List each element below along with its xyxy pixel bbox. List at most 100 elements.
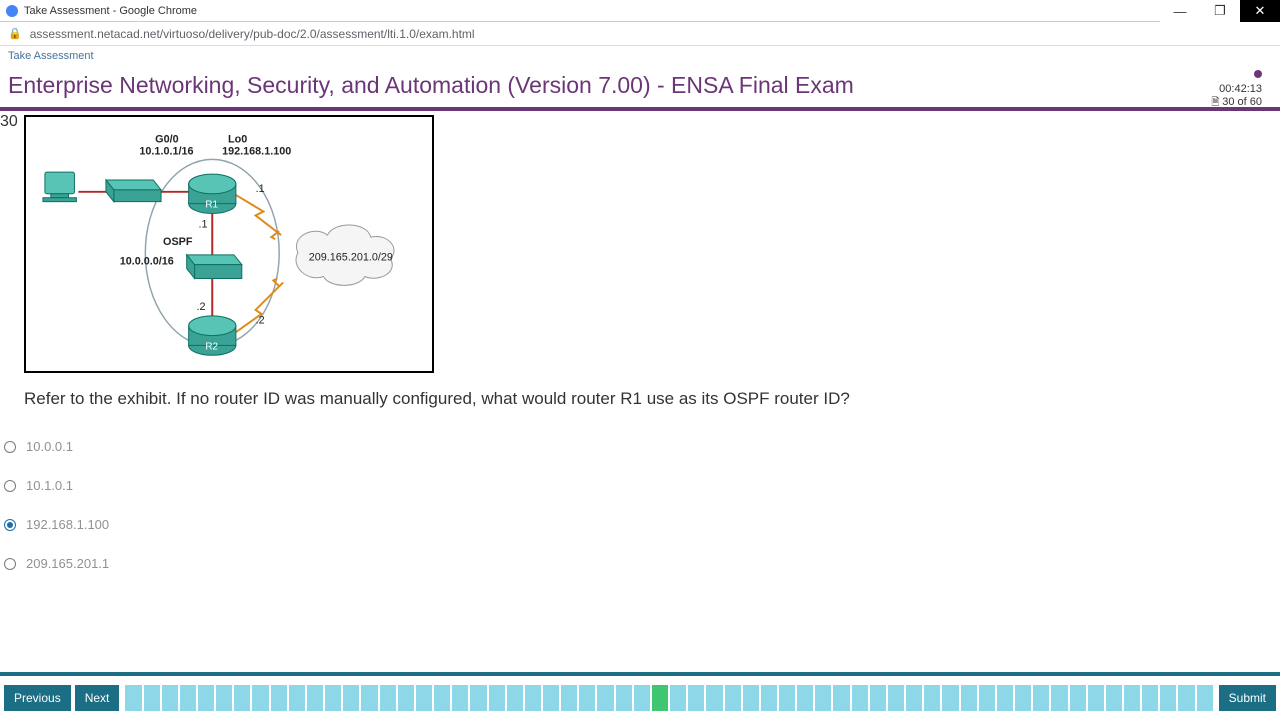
progress-cell[interactable] — [361, 685, 377, 711]
progress-cell[interactable] — [470, 685, 486, 711]
progress-cell[interactable] — [380, 685, 396, 711]
progress-cell[interactable] — [815, 685, 831, 711]
progress-cell[interactable] — [434, 685, 450, 711]
progress-cell[interactable] — [761, 685, 777, 711]
answer-label: 10.0.0.1 — [26, 439, 73, 454]
progress-cell[interactable] — [1033, 685, 1049, 711]
progress-cell[interactable] — [216, 685, 232, 711]
question-area: 30 209.165.201.0/29 — [0, 111, 1280, 583]
progress-cell[interactable] — [1197, 685, 1213, 711]
cloud-label: 209.165.201.0/29 — [309, 252, 393, 264]
progress-cell[interactable] — [1106, 685, 1122, 711]
exam-header: Enterprise Networking, Security, and Aut… — [0, 66, 1280, 107]
radio-button[interactable] — [4, 519, 16, 531]
progress-cell[interactable] — [271, 685, 287, 711]
svg-text:192.168.1.100: 192.168.1.100 — [222, 145, 291, 157]
question-text: Refer to the exhibit. If no router ID wa… — [0, 373, 1280, 419]
progress-cell[interactable] — [670, 685, 686, 711]
answer-option[interactable]: 10.1.0.1 — [4, 466, 1280, 505]
answer-option[interactable]: 10.0.0.1 — [4, 427, 1280, 466]
progress-cell[interactable] — [706, 685, 722, 711]
exam-title: Enterprise Networking, Security, and Aut… — [8, 72, 1272, 99]
progress-cell[interactable] — [398, 685, 414, 711]
progress-cell[interactable] — [307, 685, 323, 711]
answer-option[interactable]: 209.165.201.1 — [4, 544, 1280, 583]
svg-text:.2: .2 — [256, 315, 265, 327]
progress-cell[interactable] — [634, 685, 650, 711]
progress-cell[interactable] — [743, 685, 759, 711]
radio-button[interactable] — [4, 480, 16, 492]
lock-icon: 🔒 — [8, 27, 22, 40]
radio-button[interactable] — [4, 441, 16, 453]
progress-cell[interactable] — [906, 685, 922, 711]
progress-cell[interactable] — [579, 685, 595, 711]
progress-cell[interactable] — [198, 685, 214, 711]
svg-text:G0/0: G0/0 — [155, 134, 178, 146]
progress-cell[interactable] — [997, 685, 1013, 711]
progress-cell[interactable] — [616, 685, 632, 711]
progress-cell[interactable] — [961, 685, 977, 711]
svg-text:.1: .1 — [256, 183, 265, 195]
svg-text:Lo0: Lo0 — [228, 134, 247, 146]
progress-cell[interactable] — [543, 685, 559, 711]
progress-cell[interactable] — [234, 685, 250, 711]
window-titlebar: Take Assessment - Google Chrome — [0, 0, 1280, 22]
question-number: 30 — [0, 113, 18, 131]
progress-cell[interactable] — [416, 685, 432, 711]
progress-cell[interactable] — [870, 685, 886, 711]
progress-cell[interactable] — [289, 685, 305, 711]
pin-icon — [1254, 70, 1262, 78]
progress-cell[interactable] — [688, 685, 704, 711]
svg-text:10.0.0.0/16: 10.0.0.0/16 — [120, 256, 174, 268]
svg-text:.1: .1 — [198, 218, 207, 230]
progress-cell[interactable] — [325, 685, 341, 711]
minimize-button[interactable]: — — [1160, 0, 1200, 22]
submit-button[interactable]: Submit — [1219, 685, 1276, 711]
progress-cell[interactable] — [1178, 685, 1194, 711]
svg-text:R1: R1 — [205, 200, 218, 211]
previous-button[interactable]: Previous — [4, 685, 71, 711]
progress-cell[interactable] — [343, 685, 359, 711]
progress-cell[interactable] — [561, 685, 577, 711]
progress-cell[interactable] — [852, 685, 868, 711]
progress-cell[interactable] — [144, 685, 160, 711]
progress-cell[interactable] — [1124, 685, 1140, 711]
progress-cell[interactable] — [1070, 685, 1086, 711]
svg-text:10.1.0.1/16: 10.1.0.1/16 — [139, 145, 193, 157]
next-button[interactable]: Next — [75, 685, 120, 711]
radio-button[interactable] — [4, 558, 16, 570]
progress-cell[interactable] — [452, 685, 468, 711]
footer-nav: Previous Next Submit — [0, 672, 1280, 720]
progress-cell[interactable] — [942, 685, 958, 711]
maximize-button[interactable]: ❐ — [1200, 0, 1240, 22]
progress-cell[interactable] — [888, 685, 904, 711]
progress-cell[interactable] — [979, 685, 995, 711]
progress-cell[interactable] — [125, 685, 141, 711]
progress-cell[interactable] — [489, 685, 505, 711]
window-title: Take Assessment - Google Chrome — [24, 5, 197, 17]
progress-cell[interactable] — [1015, 685, 1031, 711]
progress-cell[interactable] — [1142, 685, 1158, 711]
answer-label: 192.168.1.100 — [26, 517, 109, 532]
answer-option[interactable]: 192.168.1.100 — [4, 505, 1280, 544]
close-button[interactable]: ✕ — [1240, 0, 1280, 22]
answer-label: 209.165.201.1 — [26, 556, 109, 571]
progress-strip — [123, 684, 1214, 712]
svg-text:R2: R2 — [205, 341, 218, 352]
progress-cell[interactable] — [1160, 685, 1176, 711]
progress-cell[interactable] — [725, 685, 741, 711]
progress-cell[interactable] — [252, 685, 268, 711]
progress-cell[interactable] — [162, 685, 178, 711]
progress-cell[interactable] — [833, 685, 849, 711]
progress-cell[interactable] — [597, 685, 613, 711]
progress-cell[interactable] — [525, 685, 541, 711]
progress-cell[interactable] — [652, 685, 668, 711]
progress-cell[interactable] — [507, 685, 523, 711]
progress-cell[interactable] — [924, 685, 940, 711]
progress-cell[interactable] — [797, 685, 813, 711]
progress-cell[interactable] — [180, 685, 196, 711]
progress-cell[interactable] — [779, 685, 795, 711]
answer-label: 10.1.0.1 — [26, 478, 73, 493]
progress-cell[interactable] — [1088, 685, 1104, 711]
progress-cell[interactable] — [1051, 685, 1067, 711]
